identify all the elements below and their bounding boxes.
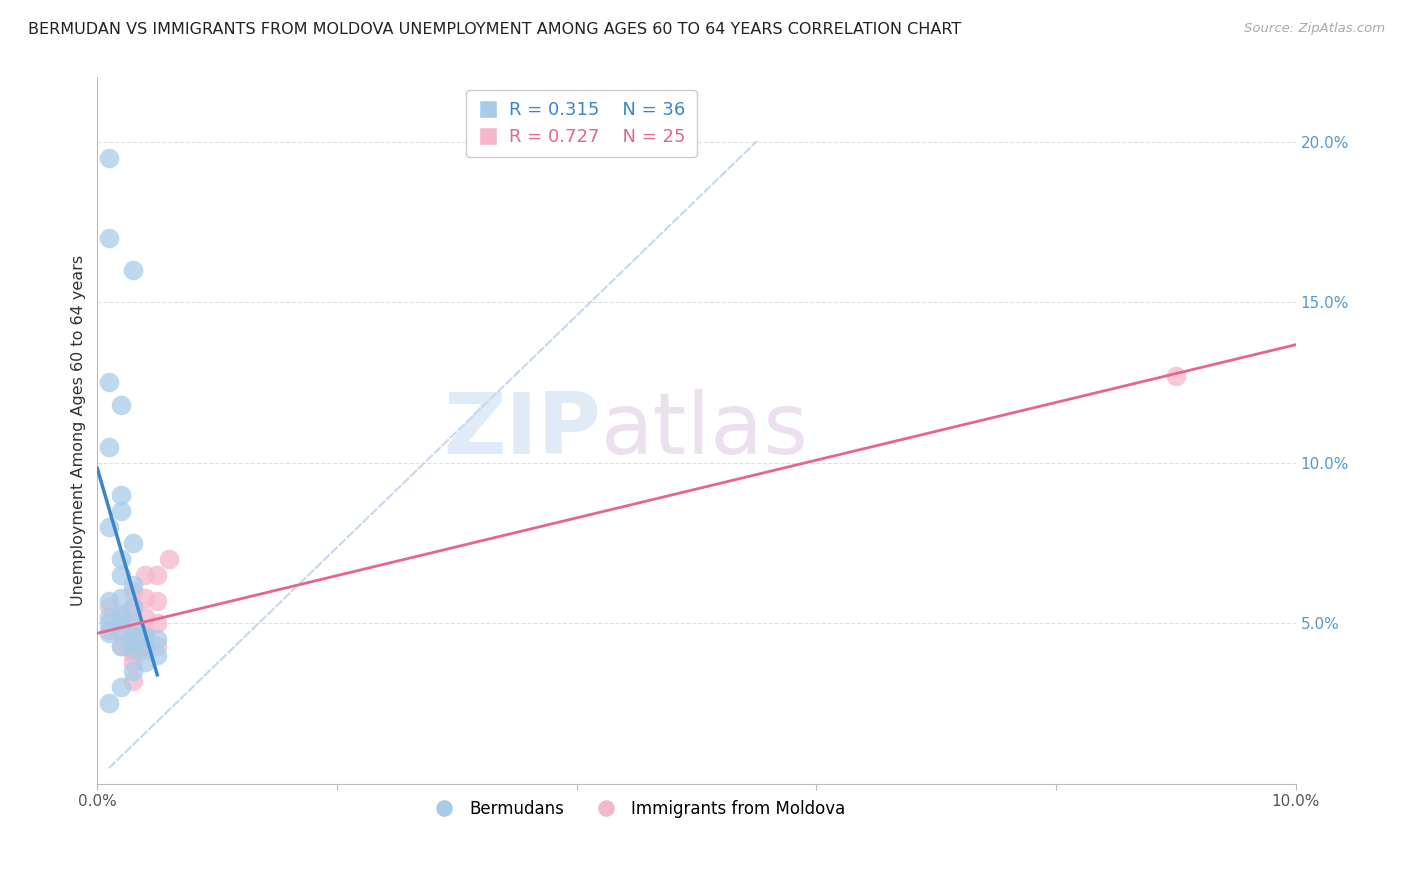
- Point: [110, 613, 132, 627]
- Point: [110, 504, 132, 518]
- Point: [122, 629, 145, 643]
- Point: [134, 568, 156, 582]
- Point: [134, 625, 156, 640]
- Point: [134, 632, 156, 647]
- Point: [110, 639, 132, 653]
- Point: [110, 398, 132, 412]
- Point: [134, 609, 156, 624]
- Point: [1164, 369, 1187, 384]
- Point: [134, 655, 156, 669]
- Point: [146, 568, 169, 582]
- Point: [110, 488, 132, 502]
- Point: [122, 577, 145, 591]
- Point: [146, 616, 169, 631]
- Point: [146, 632, 169, 647]
- Point: [134, 629, 156, 643]
- Point: [122, 619, 145, 633]
- Point: [98, 593, 121, 607]
- Point: [122, 641, 145, 656]
- Point: [122, 263, 145, 277]
- Point: [110, 552, 132, 566]
- Y-axis label: Unemployment Among Ages 60 to 64 years: Unemployment Among Ages 60 to 64 years: [72, 255, 86, 607]
- Point: [134, 641, 156, 656]
- Point: [146, 593, 169, 607]
- Text: BERMUDAN VS IMMIGRANTS FROM MOLDOVA UNEMPLOYMENT AMONG AGES 60 TO 64 YEARS CORRE: BERMUDAN VS IMMIGRANTS FROM MOLDOVA UNEM…: [28, 22, 962, 37]
- Point: [110, 591, 132, 605]
- Point: [122, 655, 145, 669]
- Point: [122, 536, 145, 550]
- Point: [98, 520, 121, 534]
- Point: [122, 673, 145, 688]
- Point: [110, 639, 132, 653]
- Text: ZIP: ZIP: [443, 389, 600, 472]
- Point: [98, 616, 121, 631]
- Point: [122, 635, 145, 649]
- Point: [98, 697, 121, 711]
- Point: [110, 623, 132, 637]
- Point: [146, 648, 169, 663]
- Text: atlas: atlas: [600, 389, 808, 472]
- Point: [134, 639, 156, 653]
- Point: [122, 665, 145, 679]
- Point: [110, 607, 132, 621]
- Point: [98, 376, 121, 390]
- Text: Source: ZipAtlas.com: Source: ZipAtlas.com: [1244, 22, 1385, 36]
- Point: [122, 632, 145, 647]
- Point: [98, 231, 121, 245]
- Point: [110, 681, 132, 695]
- Point: [122, 600, 145, 615]
- Point: [134, 591, 156, 605]
- Point: [110, 609, 132, 624]
- Point: [122, 641, 145, 656]
- Point: [98, 609, 121, 624]
- Point: [122, 584, 145, 599]
- Point: [122, 600, 145, 615]
- Point: [98, 623, 121, 637]
- Point: [98, 625, 121, 640]
- Point: [122, 648, 145, 663]
- Point: [110, 625, 132, 640]
- Point: [146, 639, 169, 653]
- Legend: Bermudans, Immigrants from Moldova: Bermudans, Immigrants from Moldova: [422, 794, 852, 825]
- Point: [134, 639, 156, 653]
- Point: [98, 440, 121, 454]
- Point: [110, 568, 132, 582]
- Point: [98, 600, 121, 615]
- Point: [98, 151, 121, 165]
- Point: [157, 552, 180, 566]
- Point: [122, 616, 145, 631]
